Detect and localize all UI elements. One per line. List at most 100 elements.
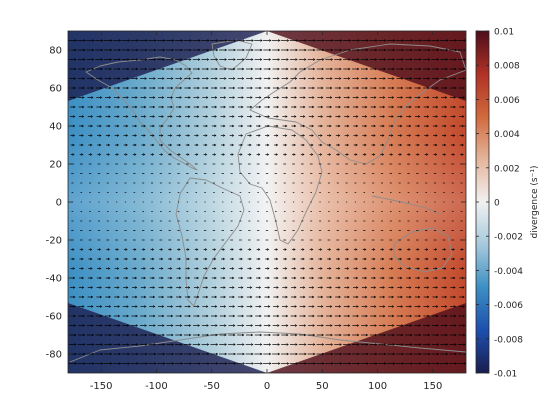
wind-vector-head — [463, 362, 466, 365]
wind-vector-head — [410, 48, 413, 52]
wind-vector-head — [224, 324, 227, 327]
wind-vector-head — [223, 314, 227, 318]
wind-vector-head — [320, 295, 324, 299]
wind-vector-head — [92, 352, 95, 356]
wind-vector-head — [400, 115, 403, 118]
wind-vector-head — [418, 324, 422, 327]
wind-vector-head — [162, 67, 165, 71]
y-tick-label: 60 — [49, 84, 62, 95]
wind-vector-head — [72, 143, 75, 147]
wind-vector-head — [250, 295, 253, 299]
wind-vector-head — [312, 295, 315, 299]
y-tick-label: 80 — [49, 46, 62, 57]
wind-vector-head — [179, 115, 182, 118]
wind-vector-head — [364, 134, 367, 137]
wind-vector-head — [233, 362, 237, 365]
wind-vector-head — [223, 305, 227, 308]
wind-vector-head — [302, 124, 306, 128]
wind-vector-head — [329, 295, 333, 299]
wind-vector-head — [125, 143, 128, 147]
wind-vector-head — [427, 343, 431, 346]
wind-vector-head — [320, 267, 323, 270]
wind-vector-head — [311, 143, 314, 147]
x-tick-label: -150 — [90, 381, 113, 392]
wind-vector-head — [231, 153, 234, 156]
wind-vector-head — [267, 286, 270, 289]
wind-vector-head — [436, 67, 439, 71]
wind-vector-head — [73, 305, 76, 308]
wind-vector-head — [258, 286, 262, 289]
wind-vector-head — [417, 153, 420, 156]
x-tick-label: 50 — [316, 381, 329, 392]
wind-vector-head — [196, 134, 199, 137]
wind-vector-head — [329, 115, 332, 118]
wind-vector-head — [348, 48, 351, 52]
wind-vector-head — [417, 143, 420, 147]
wind-vector-head — [153, 333, 156, 337]
wind-vector-head — [348, 39, 352, 42]
wind-vector-head — [92, 362, 95, 365]
wind-vector-head — [277, 58, 280, 61]
wind-vector-head — [224, 48, 228, 52]
wind-vector-head — [435, 257, 438, 261]
wind-vector-head — [443, 248, 447, 251]
wind-vector-head — [284, 267, 288, 270]
coast-north-america — [85, 56, 198, 171]
wind-vector-head — [169, 153, 172, 156]
wind-vector-head — [135, 314, 138, 318]
wind-vector-head — [408, 153, 411, 156]
wind-vector-head — [285, 86, 289, 90]
coast-europe-asia — [249, 43, 466, 165]
wind-vector-head — [452, 153, 455, 156]
wind-vector-head — [267, 257, 270, 261]
wind-vector-head — [161, 105, 164, 109]
wind-vector-head — [418, 295, 421, 299]
wind-vector-head — [293, 143, 296, 147]
wind-vector-head — [365, 67, 369, 71]
wind-vector-head — [258, 257, 261, 261]
wind-vector-head — [83, 362, 86, 365]
wind-vector-head — [241, 314, 244, 318]
wind-vector-head — [143, 295, 147, 299]
wind-vector-head — [454, 48, 458, 52]
wind-vector-head — [286, 39, 290, 42]
wind-vector-head — [373, 124, 376, 128]
wind-vector-head — [107, 257, 111, 261]
wind-vector-head — [417, 115, 421, 118]
y-tick-label: 40 — [49, 122, 62, 133]
wind-vector-head — [73, 67, 77, 71]
wind-vector-head — [178, 153, 181, 156]
wind-vector-head — [222, 153, 225, 156]
wind-vector-head — [144, 314, 147, 318]
wind-vector-head — [241, 96, 244, 99]
wind-vector-head — [294, 314, 298, 318]
wind-vector-head — [152, 286, 155, 289]
wind-vector-head — [337, 267, 341, 270]
wind-vector-head — [101, 362, 104, 365]
wind-vector-head — [453, 96, 457, 99]
wind-vector-head — [330, 58, 333, 61]
wind-vector-head — [180, 343, 183, 346]
wind-vector-head — [277, 48, 281, 52]
wind-vector-head — [302, 267, 305, 270]
wind-vector-head — [293, 134, 297, 137]
wind-vector-head — [320, 286, 323, 289]
wind-vector-head — [374, 96, 377, 99]
wind-vector-head — [251, 352, 254, 356]
wind-vector-head — [109, 39, 113, 42]
wind-vector-head — [391, 267, 394, 270]
wind-vector-head — [117, 115, 120, 118]
wind-vector-head — [108, 305, 112, 308]
wind-vector-head — [365, 324, 368, 327]
wind-vector-head — [374, 333, 378, 337]
wind-vector-head — [179, 324, 183, 327]
wind-vector-head — [92, 39, 95, 42]
wind-vector-head — [435, 115, 438, 118]
wind-vector-head — [304, 48, 307, 52]
wind-vector-head — [90, 295, 94, 299]
wind-vector-head — [153, 58, 157, 61]
wind-vector-head — [231, 267, 235, 270]
wind-vector-head — [180, 362, 184, 365]
wind-vector-head — [357, 48, 360, 52]
wind-vector-head — [346, 124, 350, 128]
